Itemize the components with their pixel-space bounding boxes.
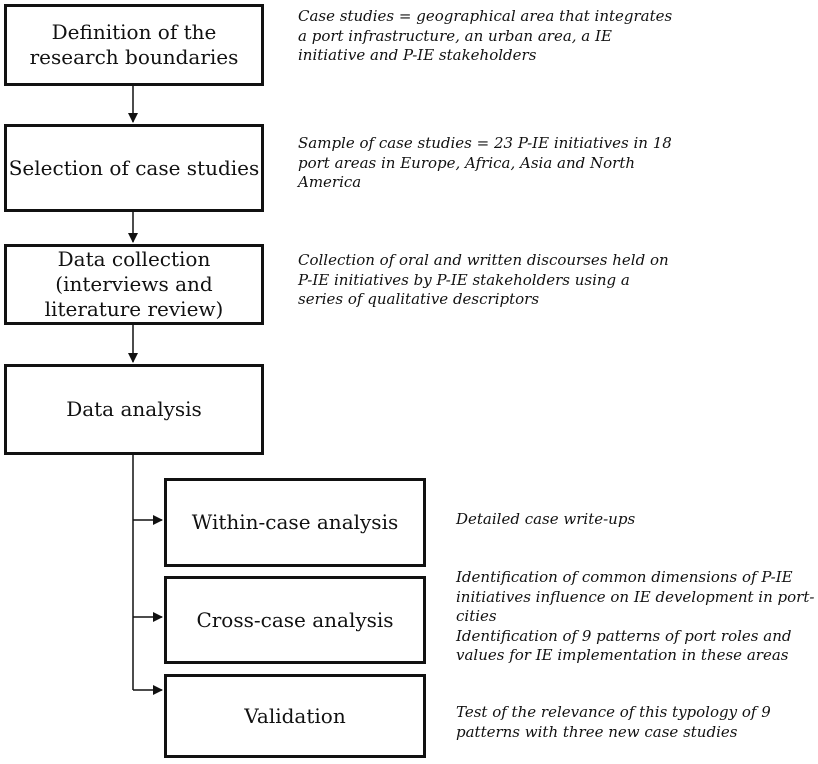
step-selection-box: Selection of case studies — [4, 124, 264, 212]
step-selection-label: Selection of case studies — [8, 155, 260, 180]
step-definition-label: Definition of the research boundaries — [29, 20, 239, 69]
substep-within-case-label: Within-case analysis — [191, 510, 399, 534]
substep-cross-case-label: Cross-case analysis — [196, 607, 394, 632]
step-definition-box: Definition of the research boundaries — [4, 4, 264, 86]
step-definition-note: Case studies = geographical area that in… — [298, 7, 673, 64]
step-analysis-label: Data analysis — [66, 397, 202, 421]
step-collection-label: Data collection (interviews and literatu… — [44, 247, 224, 321]
substep-cross-case-note: Identification of common dimensions of P… — [456, 568, 815, 664]
substep-validation-label: Validation — [244, 703, 346, 728]
step-collection-box: Data collection (interviews and literatu… — [4, 244, 264, 325]
step-analysis-box: Data analysis — [4, 364, 264, 455]
substep-validation-box: Validation — [164, 674, 426, 758]
substep-validation-note: Test of the relevance of this typology o… — [456, 703, 771, 741]
step-selection-note: Sample of case studies = 23 P-IE initiat… — [298, 134, 672, 191]
step-collection-note: Collection of oral and written discourse… — [298, 251, 669, 308]
substep-within-case-note: Detailed case write-ups — [456, 510, 636, 528]
substep-cross-case-box: Cross-case analysis — [164, 576, 426, 664]
substep-within-case-box: Within-case analysis — [164, 478, 426, 567]
